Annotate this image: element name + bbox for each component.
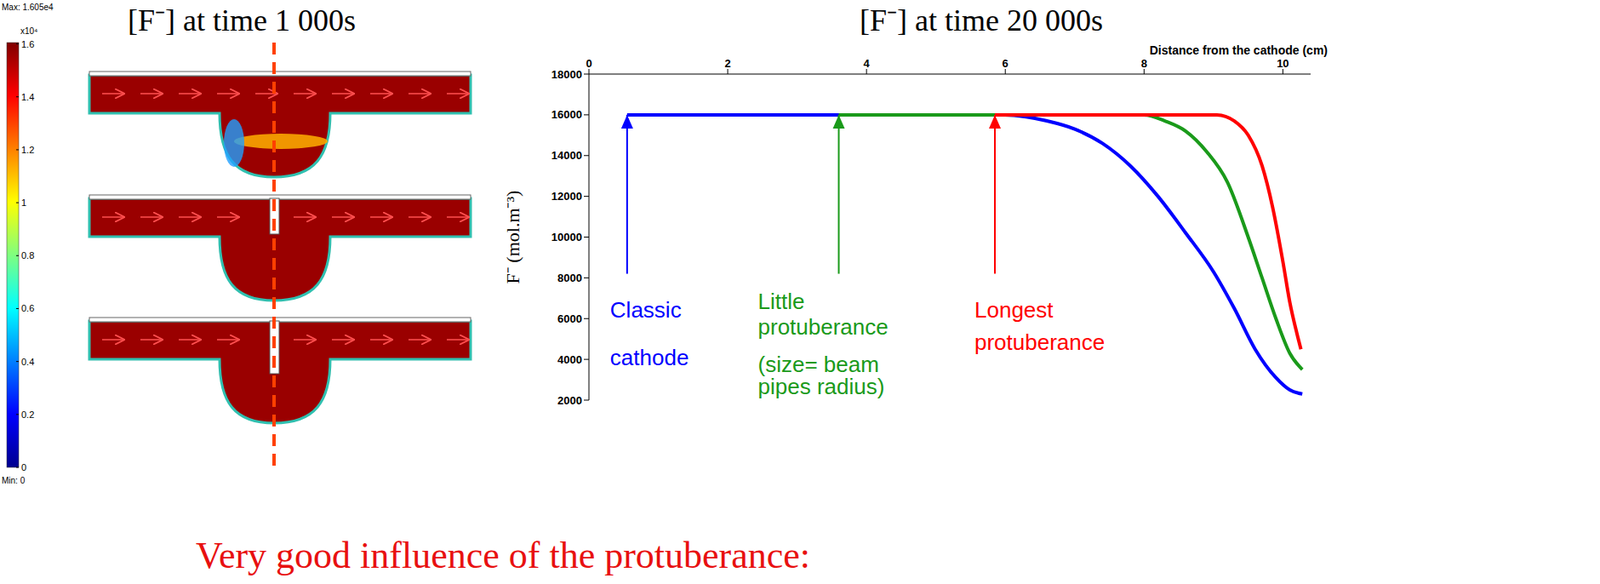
svg-text:1: 1	[21, 197, 27, 208]
svg-text:Little: Little	[758, 288, 806, 315]
svg-text:10: 10	[1276, 57, 1289, 70]
svg-text:12000: 12000	[551, 189, 583, 203]
svg-text:2: 2	[724, 57, 731, 70]
svg-text:Min: 0: Min: 0	[1, 475, 26, 486]
svg-text:0.8: 0.8	[21, 250, 35, 261]
svg-text:10000: 10000	[551, 230, 583, 244]
svg-text:(size= beam: (size= beam	[757, 351, 880, 377]
svg-text:1.4: 1.4	[21, 91, 35, 103]
svg-text:18000: 18000	[551, 68, 583, 81]
svg-text:x10⁴: x10⁴	[20, 26, 38, 36]
svg-text:cathode: cathode	[610, 344, 690, 371]
svg-text:8: 8	[1141, 57, 1148, 70]
svg-text:6000: 6000	[557, 312, 583, 326]
svg-text:0: 0	[21, 462, 27, 473]
svg-text:Max: 1.605e4: Max: 1.605e4	[1, 2, 54, 12]
svg-text:protuberance: protuberance	[758, 314, 889, 340]
svg-text:14000: 14000	[551, 148, 583, 162]
svg-text:1.6: 1.6	[21, 39, 35, 50]
svg-text:6: 6	[1002, 57, 1009, 70]
svg-text:0: 0	[585, 57, 592, 70]
svg-text:8000: 8000	[557, 271, 583, 285]
svg-text:0.4: 0.4	[21, 356, 35, 367]
html-text:[F⁻] at time 1 000s: [F⁻] at time 1 000s	[127, 3, 356, 38]
svg-text:1.2: 1.2	[21, 144, 35, 155]
svg-text:Longest: Longest	[974, 297, 1054, 323]
svg-text:4000: 4000	[557, 353, 583, 366]
svg-text:protuberance: protuberance	[974, 329, 1105, 355]
html-text:Very good influence of the pro: Very good influence of the protuberance:	[195, 534, 811, 577]
svg-text:Classic: Classic	[610, 297, 682, 323]
html-text:Distance from the cathode (cm): Distance from the cathode (cm)	[1149, 43, 1328, 58]
svg-text:16000: 16000	[551, 108, 583, 121]
svg-text:pipes radius): pipes radius)	[758, 373, 886, 400]
svg-text:0.2: 0.2	[21, 409, 35, 420]
svg-text:2000: 2000	[557, 394, 583, 407]
svg-text:F⁻ (mol.m⁻³): F⁻ (mol.m⁻³)	[502, 190, 524, 285]
svg-text:4: 4	[863, 57, 871, 70]
svg-text:0.6: 0.6	[21, 302, 35, 314]
html-text:[F⁻] at time 20 000s: [F⁻] at time 20 000s	[859, 3, 1103, 38]
